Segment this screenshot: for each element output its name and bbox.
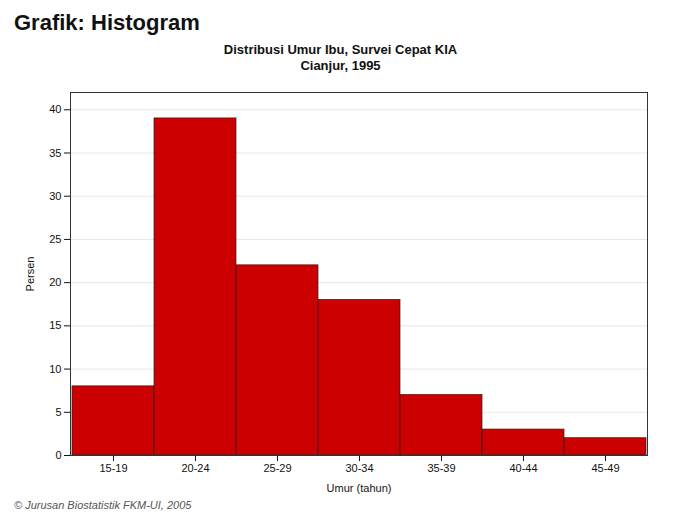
svg-text:25: 25 <box>49 233 61 245</box>
svg-text:5: 5 <box>55 406 61 418</box>
html-text:© Jurusan Biostatistik FKM-UI,: © Jurusan Biostatistik FKM-UI, 2005 <box>14 499 192 511</box>
svg-text:0: 0 <box>55 449 61 461</box>
svg-text:35-39: 35-39 <box>427 462 455 474</box>
svg-text:Persen: Persen <box>24 257 36 292</box>
svg-text:10: 10 <box>49 363 61 375</box>
svg-text:30: 30 <box>49 190 61 202</box>
svg-text:15: 15 <box>49 319 61 331</box>
svg-text:45-49: 45-49 <box>591 462 619 474</box>
svg-text:15-19: 15-19 <box>99 462 127 474</box>
svg-text:20-24: 20-24 <box>181 462 209 474</box>
svg-text:25-29: 25-29 <box>263 462 291 474</box>
svg-text:20: 20 <box>49 276 61 288</box>
svg-text:35: 35 <box>49 147 61 159</box>
html-text:Grafik: Histogram: Grafik: Histogram <box>14 10 200 35</box>
svg-text:30-34: 30-34 <box>345 462 373 474</box>
html-text:Cianjur, 1995: Cianjur, 1995 <box>300 58 381 73</box>
svg-text:40: 40 <box>49 103 61 115</box>
svg-text:40-44: 40-44 <box>509 462 537 474</box>
svg-text:Umur (tahun): Umur (tahun) <box>327 482 392 494</box>
html-text:Distribusi Umur Ibu, Survei Ce: Distribusi Umur Ibu, Survei Cepat KIA <box>223 42 458 57</box>
